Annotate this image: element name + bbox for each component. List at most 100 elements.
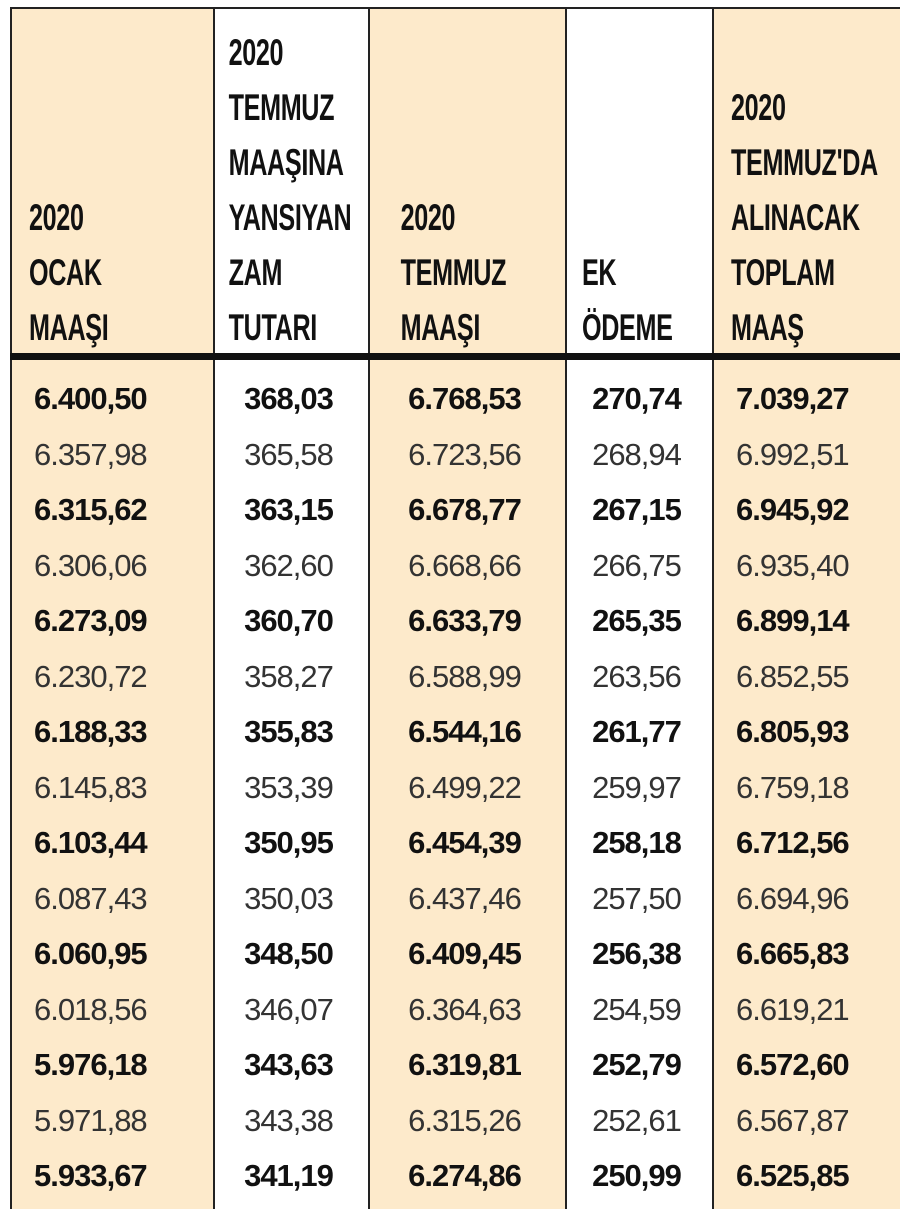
header-line: 2020 [400, 197, 456, 238]
table-cell: 6.588,99 [408, 658, 522, 694]
table-cell: 350,03 [244, 880, 334, 916]
table-cell: 266,75 [592, 547, 682, 583]
header-line: TEMMUZ [228, 87, 335, 128]
table-cell: 6.665,83 [736, 936, 850, 971]
table-cell: 6.306,06 [34, 547, 148, 583]
table-cell: 6.103,44 [34, 825, 148, 860]
table-cell: 350,95 [244, 825, 334, 860]
table-cell: 6.768,53 [408, 381, 522, 416]
header-line: ALINACAK [731, 197, 860, 238]
header-divider [10, 353, 900, 360]
table-cell: 265,35 [592, 603, 682, 638]
table-cell: 6.087,43 [34, 880, 148, 916]
header-line: OCAK [29, 252, 102, 293]
table-cell: 252,79 [592, 1047, 682, 1082]
table-cell: 6.454,39 [408, 825, 522, 860]
header-line: TEMMUZ'DA [731, 142, 878, 183]
table-cell: 6.400,50 [34, 381, 148, 416]
table-cell: 343,38 [244, 1102, 334, 1138]
table-cell: 6.567,87 [736, 1102, 850, 1138]
header-line: 2020 [29, 197, 84, 238]
header-line: ZAM [228, 252, 283, 293]
column-header: 2020 TEMMUZ MAAŞI [370, 9, 565, 355]
column-header: 2020 TEMMUZ'DA ALINACAK TOPLAM MAAŞ [714, 9, 900, 355]
table-cell: 6.525,85 [736, 1158, 850, 1193]
header-line: MAAŞI [29, 307, 109, 348]
table-cell: 362,60 [244, 547, 334, 583]
table-cell: 6.852,55 [736, 658, 850, 694]
table-cell: 6.315,62 [34, 492, 148, 527]
table-cell: 6.572,60 [736, 1047, 850, 1082]
table-cell: 6.712,56 [736, 825, 850, 860]
table-cell: 363,15 [244, 492, 334, 527]
table-cell: 6.668,66 [408, 547, 522, 583]
column-temmuz-maasi: 2020 TEMMUZ MAAŞI 6.768,53 6.723,56 6.678,77 6… [370, 9, 567, 1209]
table-cell: 341,19 [244, 1158, 334, 1193]
table-cell: 6.723,56 [408, 436, 522, 472]
table-cell: 365,58 [244, 436, 334, 472]
column-header: 2020 TEMMUZ MAAŞINA YANSIYAN ZAM TUTARI [215, 9, 368, 355]
table-cell: 358,27 [244, 658, 334, 694]
table-cell: 348,50 [244, 936, 334, 971]
header-line: TOPLAM [731, 252, 835, 293]
header-line: TUTARI [228, 307, 318, 348]
table-cell: 368,03 [244, 381, 334, 416]
column-header: 2020 OCAK MAAŞI [12, 9, 213, 355]
column-zam-tutari: 2020 TEMMUZ MAAŞINA YANSIYAN ZAM TUTARI 368,03… [215, 9, 370, 1209]
salary-table: 2020 OCAK MAAŞI 6.400,50 6.357,98 6.315,62 6.3… [10, 7, 900, 1209]
header-line: MAAŞINA [228, 142, 344, 183]
table-cell: 263,56 [592, 658, 682, 694]
table-cell: 360,70 [244, 603, 334, 638]
column-header: EK ÖDEME [567, 9, 712, 355]
column-ek-odeme: EK ÖDEME 270,74 268,94 267,15 266,75 265,35 263… [567, 9, 714, 1209]
table-cell: 6.945,92 [736, 492, 850, 527]
table-cell: 261,77 [592, 714, 682, 749]
table-cell: 6.188,33 [34, 714, 148, 749]
table-cell: 6.499,22 [408, 769, 522, 805]
table-cell: 6.018,56 [34, 991, 148, 1027]
table-cell: 6.273,09 [34, 603, 148, 638]
header-line: 2020 [731, 87, 786, 128]
header-line: TEMMUZ [400, 252, 507, 293]
table-cell: 254,59 [592, 991, 682, 1027]
column-ocak-maasi: 2020 OCAK MAAŞI 6.400,50 6.357,98 6.315,62 6.3… [12, 9, 215, 1209]
table-cell: 258,18 [592, 825, 682, 860]
table-cell: 6.544,16 [408, 714, 522, 749]
table-cell: 346,07 [244, 991, 334, 1027]
table-cell: 353,39 [244, 769, 334, 805]
table-cell: 252,61 [592, 1102, 682, 1138]
column-toplam-maas: 2020 TEMMUZ'DA ALINACAK TOPLAM MAAŞ 7.039,27 6… [714, 9, 900, 1209]
table-cell: 250,99 [592, 1158, 682, 1193]
table-cell: 256,38 [592, 936, 682, 971]
table-cell: 6.319,81 [408, 1047, 522, 1082]
header-line: YANSIYAN [228, 197, 352, 238]
table-cell: 257,50 [592, 880, 682, 916]
table-cell: 6.060,95 [34, 936, 148, 971]
table-cell: 6.409,45 [408, 936, 522, 971]
table-cell: 6.759,18 [736, 769, 850, 805]
table-cell: 6.935,40 [736, 547, 850, 583]
table-cell: 268,94 [592, 436, 682, 472]
table-cell: 6.992,51 [736, 436, 850, 472]
table-cell: 270,74 [592, 381, 682, 416]
table-cell: 343,63 [244, 1047, 334, 1082]
table-cell: 6.145,83 [34, 769, 148, 805]
table-cell: 6.437,46 [408, 880, 522, 916]
table-cell: 6.230,72 [34, 658, 148, 694]
table-cell: 6.633,79 [408, 603, 522, 638]
table-cell: 6.694,96 [736, 880, 850, 916]
table-cell: 6.357,98 [34, 436, 148, 472]
table-cell: 5.971,88 [34, 1102, 148, 1138]
table-cell: 7.039,27 [736, 381, 850, 416]
table-cell: 355,83 [244, 714, 334, 749]
table-cell: 6.274,86 [408, 1158, 522, 1193]
table-cell: 5.933,67 [34, 1158, 148, 1193]
header-line: MAAŞ [731, 307, 804, 348]
table-cell: 6.678,77 [408, 492, 522, 527]
table-cell: 6.899,14 [736, 603, 850, 638]
table-cell: 5.976,18 [34, 1047, 148, 1082]
header-line: EK [581, 252, 617, 293]
header-line: 2020 [228, 32, 284, 73]
table-cell: 267,15 [592, 492, 682, 527]
header-line: MAAŞI [400, 307, 481, 348]
